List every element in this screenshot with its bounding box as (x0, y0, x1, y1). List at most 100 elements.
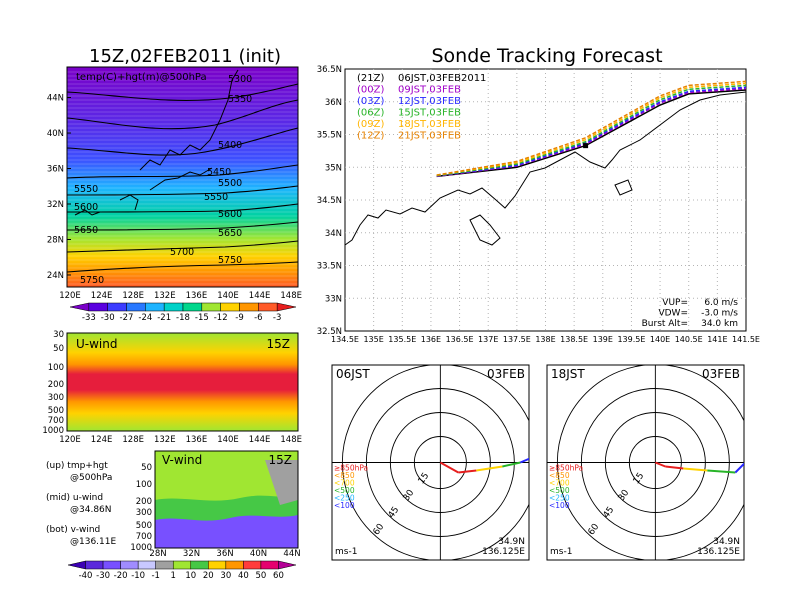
contour-label: 5300 (228, 74, 252, 85)
x-tick-label: 135E (363, 335, 383, 344)
hodograph-segment (734, 462, 744, 474)
level-legend: <500 (334, 486, 355, 495)
panel-notes: (up) tmp+hgt @500hPa (mid) u-wind @34.86N (b… (46, 461, 116, 547)
x-tick-label: 124E (91, 291, 113, 301)
contour-label: 5600 (74, 202, 98, 213)
colorbar-label: 50 (256, 571, 267, 581)
uwind-x-axis: 120E 124E 128E 132E 136E 140E 144E 148E (59, 435, 302, 445)
colorbar-swatch (107, 302, 127, 312)
uwind-frame (66, 332, 299, 432)
colorbar-swatch (120, 560, 139, 570)
x-tick-label: 40N (250, 549, 267, 559)
main-y-axis: 36.5N 36N 35.5N 35N 34.5N 34N 33.5N 33N 32.5N (317, 65, 342, 337)
colorbar-label: -33 (82, 313, 96, 323)
colorbar-label: -20 (114, 571, 128, 581)
y-tick-label: 32N (47, 200, 64, 210)
y-tick-label: 100 (48, 363, 64, 373)
colorbar-swatch (145, 302, 165, 312)
wind-colorbar: -40 -30 -20 -10 -1 1 10 20 30 40 50 60 (67, 560, 297, 581)
colorbar-label: -27 (120, 313, 134, 323)
contour-label: 5550 (204, 192, 228, 203)
contour-label: 5600 (218, 209, 242, 220)
colorbar-swatch (258, 302, 278, 312)
hodograph-segment (665, 465, 684, 470)
colorbar-swatch (126, 302, 146, 312)
track-series-line (436, 84, 747, 177)
param-value: 34.0 km (701, 319, 738, 329)
x-tick-label: 144E (249, 435, 271, 445)
colorbar-swatch (67, 560, 86, 570)
x-tick-label: 120E (59, 435, 81, 445)
y-tick-label: 200 (136, 497, 152, 507)
note-line2: @500hPa (70, 473, 112, 483)
level-legend: ≥850hPa (334, 464, 368, 473)
polar-unit: ms-1 (335, 547, 357, 557)
x-tick-label: 44N (283, 549, 300, 559)
level-legend: <250 (334, 494, 355, 503)
polar-lat: 34.9N (498, 537, 525, 547)
x-tick-label: 136E (186, 435, 208, 445)
y-tick-label: 1000 (130, 543, 152, 553)
contour-label: 5500 (218, 178, 242, 189)
legend-code: (03Z) (357, 96, 384, 107)
x-tick-label: 139.5E (617, 335, 645, 344)
colorbar-label: -3 (273, 313, 281, 323)
param-label: Burst Alt= (642, 319, 688, 329)
contour-label: 5750 (218, 255, 242, 266)
x-tick-label: 120E (59, 291, 81, 301)
colorbar-label: 1 (171, 571, 176, 581)
y-tick-label: 40N (47, 129, 64, 139)
polar-time: 18JST (551, 367, 585, 381)
y-tick-label: 200 (48, 380, 64, 390)
colorbar-label: 60 (273, 571, 284, 581)
level-legend: <850 (334, 471, 355, 480)
hodograph-segment (439, 461, 459, 474)
x-tick-label: 140E (217, 291, 239, 301)
colorbar-swatch (243, 560, 262, 570)
polar-time: 06JST (336, 367, 370, 381)
main-coastline (344, 91, 747, 246)
colorbar-swatch (137, 560, 156, 570)
y-tick-label: 35N (325, 163, 342, 173)
colorbar-swatch (172, 560, 192, 570)
x-tick-label: 141E (707, 335, 727, 344)
colorbar-label: -21 (157, 313, 171, 323)
hodograph-segment (707, 469, 736, 474)
y-tick-label: 30 (53, 330, 64, 340)
x-tick-label: 141.5E (732, 335, 760, 344)
colorbar-swatch (276, 302, 297, 312)
legend-entry: 06JST,03FEB2011 (398, 73, 486, 84)
x-tick-label: 144E (249, 291, 271, 301)
colorbar-swatch (278, 560, 297, 570)
param-label: VUP= (662, 298, 688, 308)
vwind-x-axis: 28N 32N 36N 40N 44N (149, 549, 300, 559)
x-tick-label: 134.5E (331, 335, 359, 344)
note-line2: @34.86N (70, 505, 112, 515)
colorbar-label: -18 (176, 313, 190, 323)
note-line1: (bot) v-wind (46, 525, 100, 535)
sonde-tracking-panel: Sonde Tracking Forecast (21Z) 06JST,03FEB… (317, 45, 760, 344)
colorbar-label: -10 (131, 571, 145, 581)
colorbar-swatch (182, 302, 203, 312)
temp-colorbar: -33 -30 -27 -24 -21 -18 -15 -12 -9 -6 -3 (69, 302, 297, 323)
temp-map-y-axis: 24N 28N 32N 36N 40N 44N (47, 94, 71, 281)
legend-entry: 09JST,03FEB (398, 85, 461, 96)
legend-code: (00Z) (357, 85, 384, 96)
y-tick-label: 34N (325, 229, 342, 239)
main-islands (469, 179, 633, 246)
uwind-time: 15Z (267, 337, 291, 351)
vwind-label: V-wind (162, 453, 202, 467)
hodograph-segment (683, 467, 708, 472)
level-legend: <250 (549, 494, 570, 503)
vwind-band-gray (265, 460, 298, 505)
burst-marker (583, 143, 589, 149)
polar-unit: ms-1 (550, 547, 572, 557)
y-tick-label: 500 (136, 521, 152, 531)
y-tick-label: 700 (48, 416, 64, 426)
param-label: VDW= (658, 309, 688, 319)
